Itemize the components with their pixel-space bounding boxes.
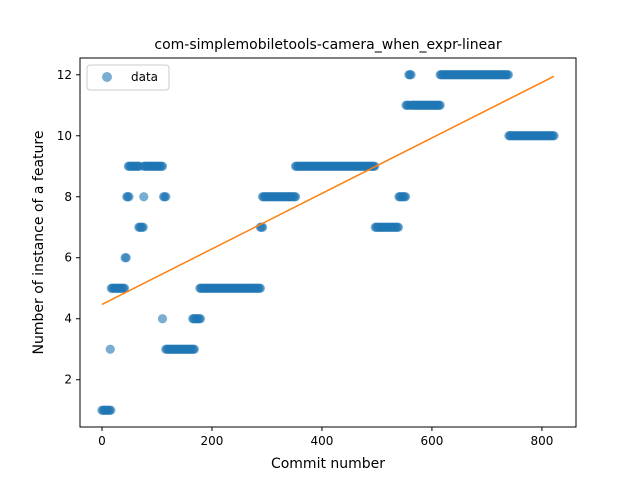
data-point — [157, 314, 168, 324]
data-point — [138, 222, 148, 232]
legend-label: data — [131, 70, 158, 84]
x-tick-label: 800 — [530, 434, 553, 448]
plot-frame — [79, 57, 577, 428]
chart-title: com-simplemobiletools-camera_when_expr-l… — [154, 37, 501, 53]
legend-marker — [102, 72, 112, 82]
data-point — [124, 192, 134, 202]
data-point — [255, 283, 265, 293]
y-tick-label: 6 — [64, 251, 72, 265]
data-point — [195, 314, 206, 324]
data-point — [406, 70, 416, 80]
y-tick-label: 12 — [57, 68, 72, 82]
y-tick-label: 10 — [57, 129, 72, 143]
data-point — [549, 131, 559, 141]
x-tick-label: 200 — [201, 434, 224, 448]
data-point — [106, 405, 116, 415]
data-point — [157, 161, 168, 171]
data-point — [161, 192, 171, 202]
x-tick-label: 400 — [310, 434, 333, 448]
y-tick-label: 2 — [64, 373, 72, 387]
x-axis: 0 200 400 600 800 — [98, 427, 553, 448]
y-axis: 2 4 6 8 10 12 — [57, 68, 80, 387]
y-axis-label: Number of instance of a feature — [31, 131, 47, 355]
data-point — [119, 283, 130, 293]
y-tick-label: 4 — [64, 312, 72, 326]
data-point — [400, 192, 411, 202]
data-point — [290, 192, 301, 202]
x-axis-label: Commit number — [271, 456, 385, 472]
data-point — [503, 70, 513, 80]
data-point — [393, 222, 403, 232]
data-point — [139, 192, 149, 202]
data-point — [105, 344, 115, 354]
data-point — [189, 344, 199, 354]
x-tick-label: 600 — [420, 434, 443, 448]
plot-area — [97, 70, 559, 415]
legend: data — [86, 64, 170, 91]
x-tick-label: 0 — [98, 434, 106, 448]
data-point — [121, 253, 131, 263]
y-tick-label: 8 — [64, 190, 72, 204]
legend-box — [86, 64, 170, 91]
data-point — [435, 100, 445, 110]
fit-line — [101, 75, 555, 306]
